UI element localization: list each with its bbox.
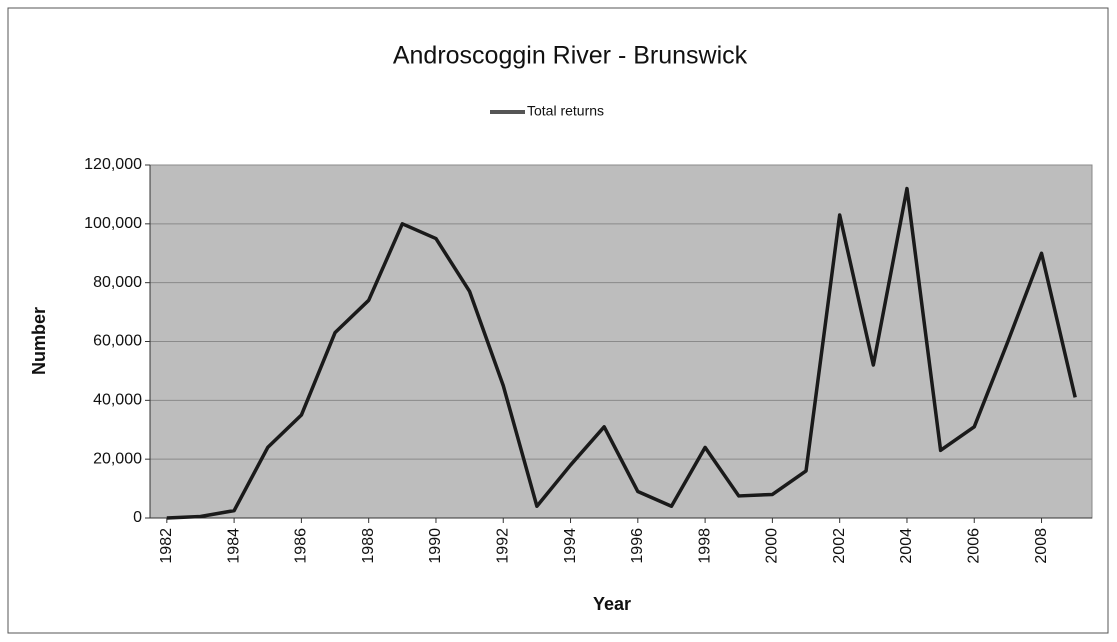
- x-tick-label: 1994: [562, 528, 579, 564]
- x-tick-label: 1996: [629, 528, 646, 564]
- y-tick-label: 60,000: [93, 333, 142, 350]
- y-tick-label: 40,000: [93, 392, 142, 409]
- y-axis-title: Number: [29, 307, 49, 375]
- x-tick-label: 2002: [831, 528, 848, 564]
- data-line: [166, 186, 1077, 520]
- x-tick-label: 1998: [696, 528, 713, 564]
- y-tick-label: 80,000: [93, 274, 142, 291]
- x-tick-label: 1988: [360, 528, 377, 564]
- y-tick-label: 100,000: [84, 215, 142, 232]
- x-tick-label: 2004: [898, 528, 915, 564]
- y-tick-label: 0: [133, 509, 142, 526]
- x-tick-label: 1986: [293, 528, 310, 564]
- chart-title: Androscoggin River - Brunswick: [393, 42, 748, 70]
- x-tick-label: 2000: [764, 528, 781, 564]
- x-axis-title: Year: [593, 594, 631, 614]
- x-tick-label: 2006: [965, 528, 982, 564]
- x-tick-label: 1984: [225, 528, 242, 564]
- legend-label: Total returns: [527, 103, 604, 119]
- x-tick-label: 1982: [158, 528, 175, 564]
- x-tick-label: 1992: [494, 528, 511, 564]
- y-tick-label: 20,000: [93, 450, 142, 467]
- x-tick-label: 1990: [427, 528, 444, 564]
- x-tick-label: 2008: [1033, 528, 1050, 564]
- y-tick-label: 120,000: [84, 156, 142, 173]
